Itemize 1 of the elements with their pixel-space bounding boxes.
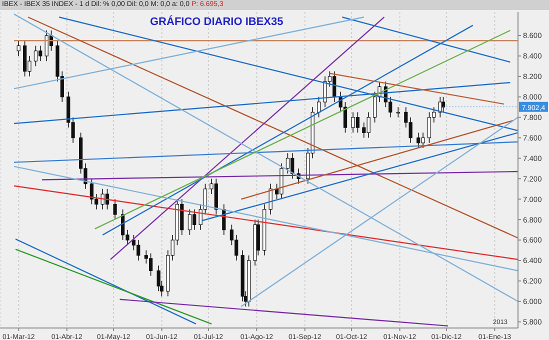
chart-title: GRÁFICO DIARIO IBEX35 [150, 16, 284, 28]
